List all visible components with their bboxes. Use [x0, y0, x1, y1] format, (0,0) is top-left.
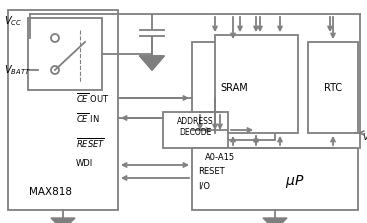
Bar: [192, 148, 358, 210]
Bar: [192, 42, 275, 140]
Text: $\overline{CE}$ IN: $\overline{CE}$ IN: [76, 111, 100, 125]
Text: I/O: I/O: [198, 182, 210, 190]
Bar: [308, 42, 358, 133]
Text: A0-A15: A0-A15: [205, 153, 235, 163]
Bar: [28, 18, 102, 90]
Text: SRAM: SRAM: [220, 83, 248, 93]
Text: MAX818: MAX818: [29, 187, 72, 197]
Text: $V_{BATT}$: $V_{BATT}$: [4, 63, 31, 77]
Text: RESET: RESET: [198, 167, 225, 176]
Text: $\overline{CE}$ OUT: $\overline{CE}$ OUT: [76, 91, 109, 105]
Polygon shape: [263, 218, 287, 223]
Text: $V_{CC}$: $V_{CC}$: [362, 132, 367, 144]
Bar: [8, 10, 118, 210]
Text: RTC: RTC: [324, 83, 342, 93]
Text: ADDRESS
DECODE: ADDRESS DECODE: [177, 117, 213, 137]
Text: $\mu P$: $\mu P$: [285, 173, 305, 190]
Bar: [163, 112, 228, 148]
Text: WDI: WDI: [76, 159, 93, 167]
Polygon shape: [140, 56, 164, 70]
Text: $V_{CC}$: $V_{CC}$: [4, 14, 22, 28]
Polygon shape: [51, 218, 75, 223]
Bar: [215, 35, 298, 133]
Text: $\overline{RESET}$: $\overline{RESET}$: [76, 136, 105, 150]
